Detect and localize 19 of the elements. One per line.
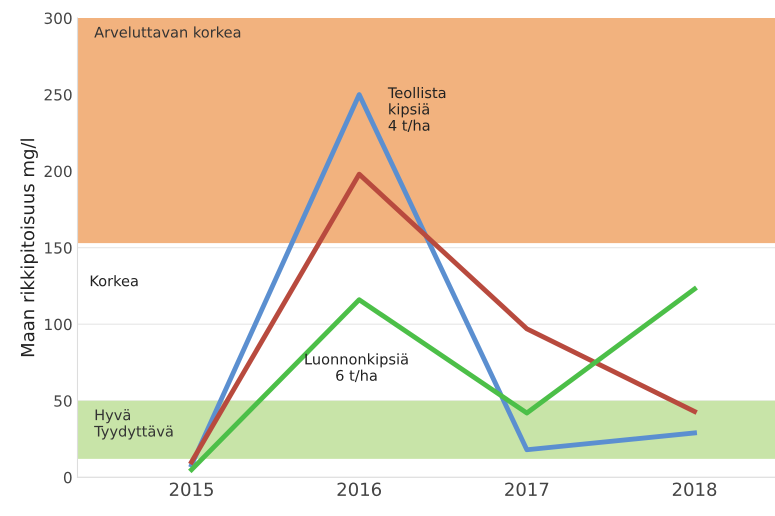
x-tick-label: 2018 bbox=[672, 482, 716, 496]
band-label: Arveluttavan korkea bbox=[94, 26, 240, 38]
x-tick-label: 2015 bbox=[170, 482, 213, 496]
y-tick-label: 150 bbox=[45, 242, 72, 254]
line-series bbox=[189, 172, 697, 464]
y-tick-label: 300 bbox=[44, 12, 72, 24]
line-series bbox=[189, 286, 697, 472]
annotation: Teollista kipsiä 4 t/ha bbox=[388, 86, 446, 132]
annotation: Korkea bbox=[90, 275, 138, 286]
y-tick-label: 0 bbox=[64, 472, 72, 484]
annotation: Luonnonkipsiä 6 t/ha bbox=[305, 353, 408, 382]
y-tick-label: 100 bbox=[45, 318, 72, 330]
x-tick-label: 2016 bbox=[338, 482, 382, 496]
x-tick-label: 2017 bbox=[505, 482, 548, 496]
y-axis-title: Maan rikkipitoisuus mg/l bbox=[20, 139, 38, 356]
band-label: Hyvä Tyydyttävä bbox=[94, 409, 173, 440]
y-tick-label: 50 bbox=[54, 395, 72, 407]
y-tick-label: 250 bbox=[44, 89, 72, 101]
y-tick-label: 200 bbox=[44, 166, 72, 178]
